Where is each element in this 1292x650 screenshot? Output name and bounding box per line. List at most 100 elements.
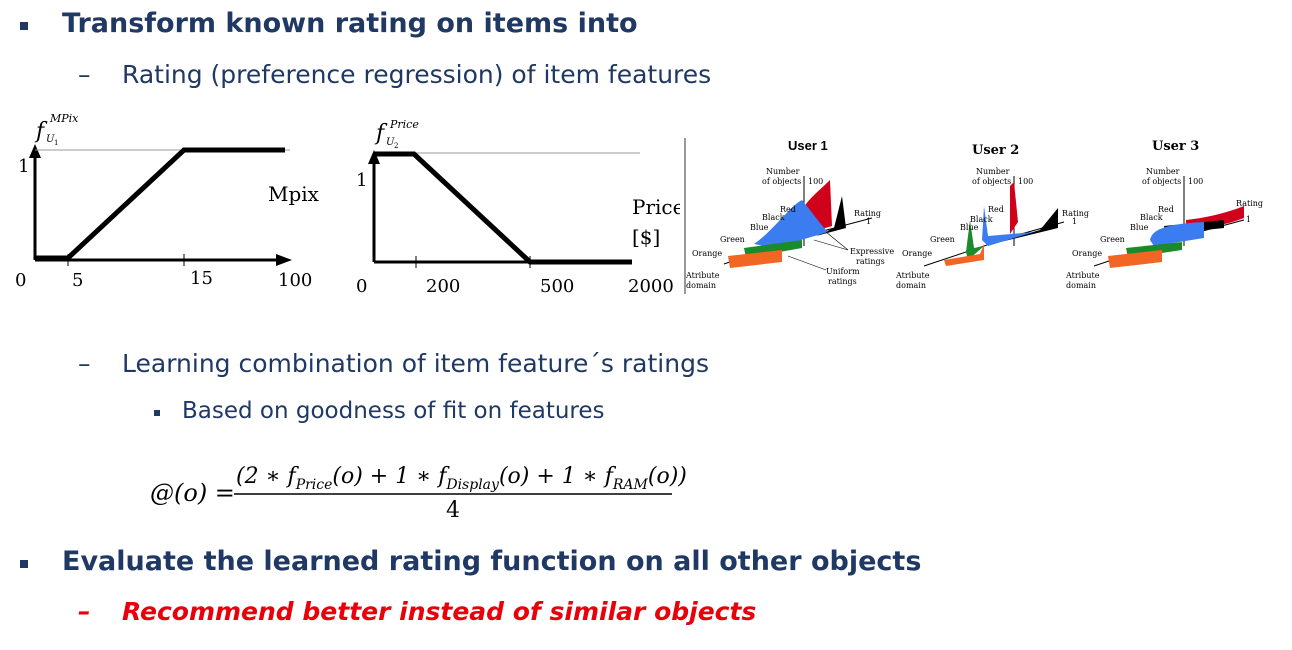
u2-blue-label: Blue [960,223,979,232]
price-axis-label-1: Price [632,195,680,219]
u2-attr-1: Atribute [895,271,930,280]
mpix-y-tick: 1 [18,156,29,177]
price-f-sub: U [386,137,395,148]
bullet-square-small [154,410,160,416]
bullet-1-sub-2-sub: Based on goodness of fit on features [182,398,605,424]
mpix-axis-label: Mpix [268,182,320,206]
u3-blue-shape [1150,222,1204,246]
u1-pointer-2 [813,239,849,251]
price-f-sup: Price [389,118,419,131]
u1-attr-2: domain [686,281,716,290]
u3-number: Number [1146,167,1180,176]
u1-uniform-2: ratings [828,277,857,286]
user-1-panel: User 1 Number of objects 100 Red Black B… [685,138,894,290]
mpix-y-arrow [29,144,41,158]
u3-blue-label: Blue [1130,223,1149,232]
u2-attr-2: domain [896,281,926,290]
u2-one-label: 1 [1072,217,1077,226]
price-axis-label-2: [$] [632,225,660,249]
mpix-f-sup: MPix [49,112,79,125]
price-f-subsub: 2 [394,142,398,150]
price-rating-graph: f Price U 2 1 Price [$] 0 200 500 2000 [356,118,680,297]
u1-expressive-1: Expressive [850,247,894,256]
price-y-arrow [368,150,380,164]
price-x-tick-2000: 2000 [628,276,674,297]
u3-attr-1: Atribute [1065,271,1100,280]
u2-of-objects: of objects [972,177,1011,186]
num-o3: (o)) [648,464,687,489]
u1-one-label: 1 [866,217,871,226]
u3-of-objects: of objects [1142,177,1181,186]
rating-formula: @(o) = (2 ∗ fPrice(o) + 1 ∗ fDisplay(o) … [150,464,687,523]
u1-orange-label: Orange [692,249,722,258]
bullet-1-text: Transform known rating on items into [62,8,638,39]
u2-black-label: Black [970,215,993,224]
mpix-rating-graph: f MPix U 1 1 Mpix 0 5 15 100 [15,112,320,291]
mpix-x-tick-0: 0 [15,270,26,291]
bullet-2-text: Evaluate the learned rating function on … [62,546,922,577]
u1-black-label: Black [762,213,785,222]
u2-orange-shape [944,244,984,266]
num-o1: (o) + 1 ∗ [332,464,438,489]
user-3-panel: User 3 Number of objects 100 Red Black B… [1065,139,1263,290]
num-display: Display [445,477,500,493]
u1-attr-1: Atribute [685,271,720,280]
u2-red-shape [1010,182,1018,234]
u1-pointer-3 [787,255,827,271]
mpix-x-tick-15: 15 [190,268,213,289]
u3-orange-label: Orange [1072,249,1102,258]
formula-lhs: @(o) = [150,479,235,507]
user-1-title: User 1 [788,138,828,153]
dash: – [78,349,91,378]
u2-rating-label: Rating [1062,209,1089,218]
price-y-tick: 1 [356,170,367,191]
u3-one-label: 1 [1246,215,1251,224]
mpix-x-tick-5: 5 [72,270,83,291]
u2-red-label: Red [988,205,1004,214]
u3-red-label: Red [1158,205,1174,214]
bullet-1-sub-1: Rating (preference regression) of item f… [122,60,712,89]
price-x-tick-500: 500 [540,276,574,297]
mpix-x-arrow [276,254,292,266]
u1-black-shape [816,196,846,236]
u2-blue-shape [982,206,1034,246]
u1-hundred: 100 [808,177,823,186]
u3-orange-shape [1108,250,1162,268]
price-rating-curve [374,151,632,265]
num-ram: RAM [612,477,649,493]
price-x-tick-200: 200 [426,276,460,297]
u1-expressive-2: ratings [856,257,885,266]
u1-rating-label: Rating [854,209,881,218]
bullet-square [20,560,28,568]
user-2-panel: User 2 Number of objects 100 Red Black B… [895,143,1089,290]
user-preference-diagram: User 1 Number of objects 100 Red Black B… [684,138,1263,294]
u1-red-label: Red [780,205,796,214]
u1-blue-label: Blue [750,223,769,232]
u2-hundred: 100 [1018,177,1033,186]
u2-green-shape [966,220,984,260]
u3-black-label: Black [1140,213,1163,222]
price-x-tick-0: 0 [356,276,367,297]
u3-hundred: 100 [1188,177,1203,186]
u1-of-objects: of objects [762,177,801,186]
u2-orange-label: Orange [902,249,932,258]
dash-red: – [78,597,91,626]
u1-uniform-1: Uniform [826,267,860,276]
num-o2: (o) + 1 ∗ [499,464,605,489]
u1-green-label: Green [720,235,745,244]
u3-attr-2: domain [1066,281,1096,290]
u3-green-label: Green [1100,235,1125,244]
formula-numerator: (2 ∗ fPrice(o) + 1 ∗ fDisplay(o) + 1 ∗ f… [236,464,687,493]
user-2-title: User 2 [972,143,1019,158]
u2-black-shape [984,208,1058,246]
u3-rating-label: Rating [1236,199,1263,208]
u2-green-label: Green [930,235,955,244]
mpix-f-subsub: 1 [54,139,58,147]
num-open: (2 ∗ [236,464,288,489]
u1-blue-shape [754,200,828,248]
u1-pointer-1 [825,231,849,251]
mpix-rating-curve [35,147,285,261]
bullet-2-sub: Recommend better instead of similar obje… [122,597,757,626]
u2-number: Number [976,167,1010,176]
num-price: Price [295,477,333,493]
